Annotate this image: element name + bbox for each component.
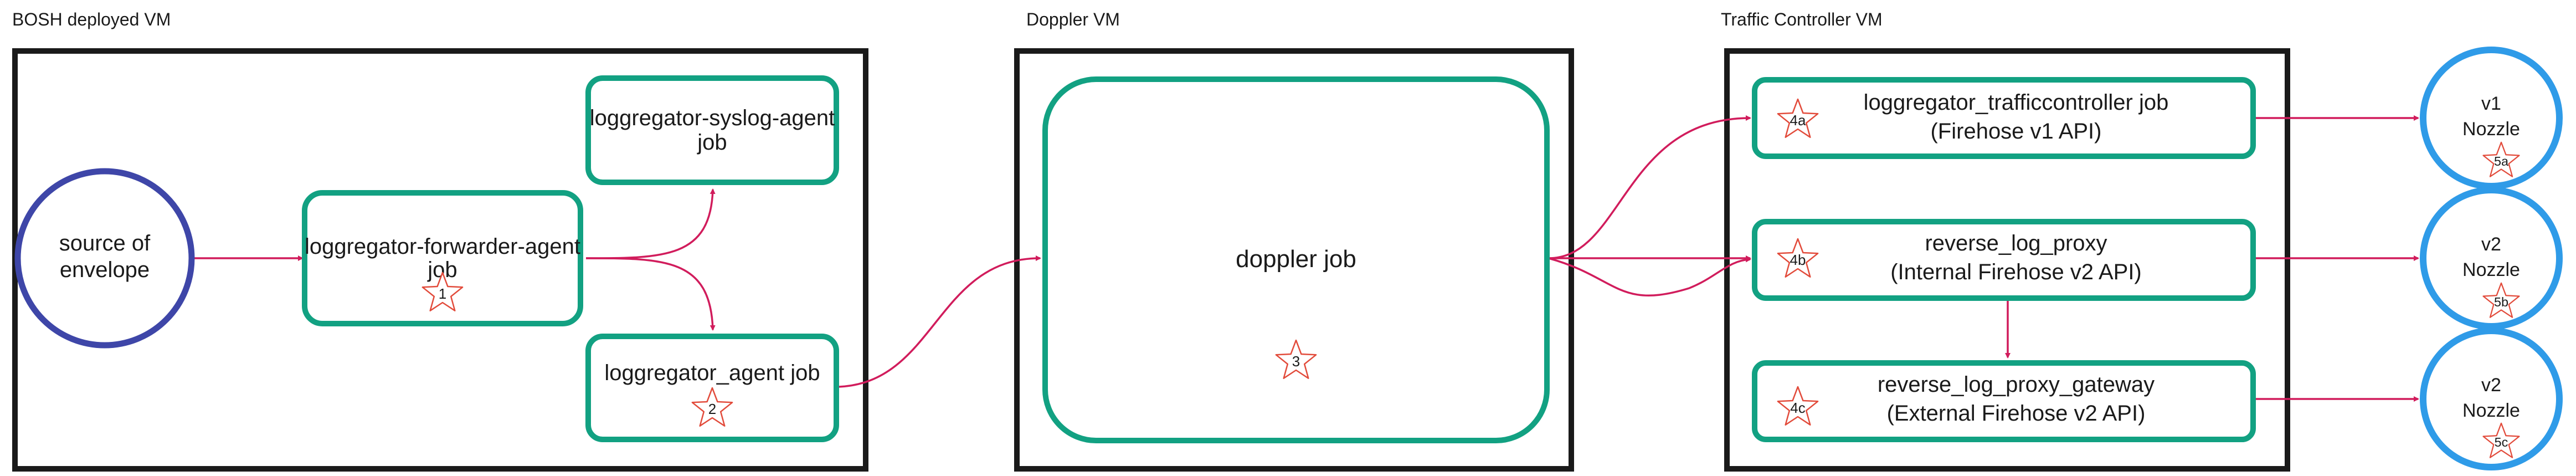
reverse-log-proxy-node: reverse_log_proxy (Internal Firehose v2 … — [1752, 219, 2256, 301]
arrow-agent-to-doppler — [839, 255, 1041, 388]
rlp-star-label: 4b — [1790, 252, 1806, 268]
nozzle-b-line1: v2 — [2481, 234, 2501, 255]
rlpg-star-label: 4c — [1790, 400, 1805, 416]
nozzle-a-star-icon: 5a — [2482, 141, 2520, 177]
arrow-forwarder-to-agent — [585, 257, 716, 331]
doppler-vm-label: Doppler VM — [1026, 9, 1120, 29]
rlp-star-icon: 4b — [1777, 238, 1819, 278]
agent-star-label: 2 — [708, 401, 716, 417]
rlpg-label-line2: (External Firehose v2 API) — [1887, 401, 2146, 426]
tc-star-icon: 4a — [1777, 98, 1819, 138]
bosh-vm-label: BOSH deployed VM — [12, 9, 171, 29]
source-label-line2: envelope — [60, 258, 150, 282]
nozzle-c-line2: Nozzle — [2462, 400, 2520, 421]
forwarder-label-line1: loggregator-forwarder-agent — [305, 234, 580, 259]
nozzle-v2-external: v2 Nozzle 5c — [2420, 327, 2563, 470]
doppler-star-label: 3 — [1292, 353, 1300, 370]
rlp-label-line1: reverse_log_proxy — [1925, 231, 2107, 255]
nozzle-a-line1: v1 — [2481, 93, 2501, 114]
syslog-agent-node: loggregator-syslog-agent job — [585, 75, 839, 185]
loggregator-agent-node: loggregator_agent job 2 — [585, 334, 839, 442]
traffic-controller-vm-box — [1724, 48, 2290, 472]
forwarder-star-label: 1 — [439, 285, 446, 302]
source-of-envelope-node: source of envelope — [14, 168, 195, 349]
rlpg-label-line1: reverse_log_proxy_gateway — [1878, 372, 2155, 397]
arrow-doppler-to-tc — [1548, 115, 1751, 259]
source-label-line1: source of — [59, 231, 151, 255]
tc-label-line1: loggregator_trafficcontroller job — [1864, 90, 2169, 115]
nozzle-b-line2: Nozzle — [2462, 259, 2520, 280]
trafficcontroller-job-node: loggregator_trafficcontroller job (Fireh… — [1752, 77, 2256, 159]
arrow-forwarder-to-syslog — [585, 188, 716, 259]
nozzle-v1: v1 Nozzle 5a — [2420, 47, 2563, 190]
rlp-label-line2: (Internal Firehose v2 API) — [1890, 260, 2142, 284]
rlpg-star-icon: 4c — [1777, 386, 1819, 426]
doppler-job-node: doppler job 3 — [1042, 76, 1550, 443]
forwarder-agent-node: loggregator-forwarder-agent job 1 — [302, 190, 583, 326]
syslog-label-line1: loggregator-syslog-agent — [590, 106, 835, 130]
nozzle-a-line2: Nozzle — [2462, 119, 2520, 140]
nozzle-v2-internal: v2 Nozzle 5b — [2420, 187, 2563, 330]
nozzle-a-star-label: 5a — [2494, 154, 2509, 168]
tc-star-label: 4a — [1790, 112, 1806, 129]
agent-star-icon: 2 — [691, 387, 733, 427]
arrow-doppler-to-rlp-2 — [1548, 257, 1751, 296]
forwarder-star-icon: 1 — [421, 272, 464, 311]
agent-label: loggregator_agent job — [604, 361, 820, 385]
nozzle-c-star-label: 5c — [2495, 435, 2508, 449]
doppler-star-icon: 3 — [1275, 339, 1317, 379]
traffic-controller-vm-label: Traffic Controller VM — [1721, 9, 1883, 29]
tc-label-line2: (Firehose v1 API) — [1930, 119, 2101, 144]
nozzle-c-star-icon: 5c — [2482, 422, 2520, 458]
reverse-log-proxy-gateway-node: reverse_log_proxy_gateway (External Fire… — [1752, 360, 2256, 442]
syslog-label-line2: job — [697, 130, 727, 155]
nozzle-b-star-label: 5b — [2494, 295, 2508, 309]
nozzle-c-line1: v2 — [2481, 375, 2501, 396]
doppler-job-label: doppler job — [1236, 245, 1356, 273]
nozzle-b-star-icon: 5b — [2482, 282, 2520, 318]
